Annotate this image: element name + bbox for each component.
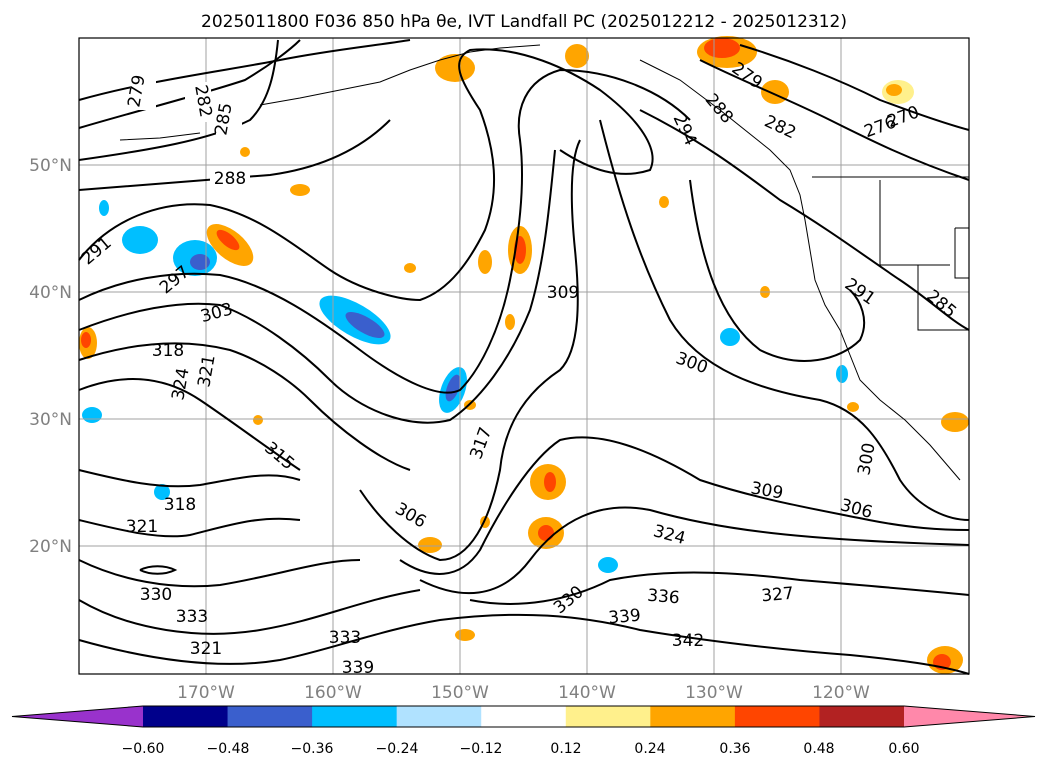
colorbar-segment	[650, 706, 736, 727]
coastlines	[119, 44, 969, 481]
pos-anomaly-blob	[404, 263, 416, 273]
pos-anomaly-blob	[659, 196, 669, 208]
lon-tick-label: 140°W	[558, 683, 616, 703]
pos-anomaly-blob	[704, 38, 740, 58]
pos-anomaly-blob	[761, 80, 789, 104]
pos-anomaly-blob	[435, 54, 475, 82]
colorbar-segment	[227, 706, 313, 727]
lon-tick-label: 170°W	[177, 683, 235, 703]
contour-label: 327	[761, 584, 795, 607]
theta-e-contours	[78, 39, 970, 675]
contour-label: 321	[190, 639, 222, 659]
colorbar-segment	[819, 706, 905, 727]
contour-label: 333	[176, 607, 208, 627]
contour-label: 339	[342, 658, 374, 678]
neg-anomaly-blob	[190, 254, 210, 270]
colorbar-tick-label: −0.12	[460, 741, 503, 757]
neg-anomaly-blob	[598, 557, 618, 573]
pos-anomaly-blob	[538, 525, 554, 541]
pos-anomaly-blob	[565, 44, 589, 68]
contour-label: 330	[140, 585, 172, 605]
colorbar-segment	[565, 706, 651, 727]
lat-tick-label: 40°N	[29, 283, 72, 303]
lon-tick-label: 160°W	[304, 683, 362, 703]
contour-label: 333	[329, 628, 361, 648]
colorbar-tick-labels: −0.60 −0.48 −0.36 −0.24 −0.12 0.12 0.24 …	[122, 741, 920, 757]
colorbar-tick-label: −0.24	[376, 741, 419, 757]
pos-anomaly-blob	[505, 314, 515, 330]
contour-label: 342	[672, 631, 704, 651]
pos-anomaly-blob	[290, 184, 310, 196]
colorbar-segment	[312, 706, 398, 727]
neg-anomaly-blob	[836, 365, 848, 383]
colorbar-segment	[143, 706, 229, 727]
map-frame	[78, 37, 970, 675]
colorbar-tick-label: −0.48	[207, 741, 250, 757]
colorbar-tick-label: 0.24	[634, 741, 665, 757]
neg-anomaly-blob	[122, 226, 158, 254]
lat-tick-label: 50°N	[29, 156, 72, 176]
neg-anomaly-blob	[445, 374, 461, 402]
contour-label: 309	[547, 283, 579, 303]
contour-label: 288	[214, 169, 246, 189]
contour-label: 318	[152, 341, 184, 361]
lon-tick-label: 120°W	[812, 683, 870, 703]
neg-anomaly-blob	[99, 200, 109, 216]
colorbar	[11, 705, 1036, 728]
pos-anomaly-blob	[847, 402, 859, 412]
pc-shading	[79, 36, 969, 674]
colorbar-extend-min	[12, 706, 143, 727]
contour-label: 321	[126, 517, 158, 537]
map-title: 2025011800 F036 850 hPa θe, IVT Landfall…	[201, 12, 847, 32]
contour-label: 339	[608, 606, 642, 629]
pos-anomaly-blob	[886, 84, 902, 96]
colorbar-tick-label: 0.60	[888, 741, 919, 757]
lon-tick-label: 150°W	[431, 683, 489, 703]
colorbar-segment	[734, 706, 820, 727]
neg-anomaly-blob	[345, 312, 385, 338]
colorbar-tick-label: 0.36	[719, 741, 750, 757]
pos-anomaly-blob	[240, 147, 250, 157]
pos-anomaly-blob	[418, 537, 442, 553]
pos-anomaly-blob	[216, 229, 240, 251]
colorbar-tick-label: 0.12	[550, 741, 581, 757]
pos-anomaly-blob	[455, 629, 475, 641]
lat-tick-label: 30°N	[29, 410, 72, 430]
colorbar-segment	[481, 706, 567, 727]
pos-anomaly-blob	[478, 250, 492, 274]
map-panel: 279 282 285 288 291 297 303 318 321 324 …	[78, 36, 970, 678]
colorbar-tick-label: −0.36	[291, 741, 334, 757]
colorbar-tick-label: −0.60	[122, 741, 165, 757]
lat-tick-label: 20°N	[29, 537, 72, 557]
neg-anomaly-blob	[82, 407, 102, 423]
neg-anomaly-blob	[154, 484, 170, 500]
colorbar-tick-label: 0.48	[803, 741, 834, 757]
colorbar-segment	[396, 706, 482, 727]
pos-anomaly-blob	[253, 415, 263, 425]
contour-label: 318	[164, 495, 196, 515]
lon-tick-label: 130°W	[685, 683, 743, 703]
neg-anomaly-blob	[720, 328, 740, 346]
pos-anomaly-blob	[81, 332, 91, 348]
pos-anomaly-blob	[941, 412, 969, 432]
contour-label: 336	[646, 586, 680, 609]
pos-anomaly-blob	[544, 472, 556, 492]
colorbar-outline	[11, 705, 1036, 728]
colorbar-extend-max	[904, 706, 1035, 727]
